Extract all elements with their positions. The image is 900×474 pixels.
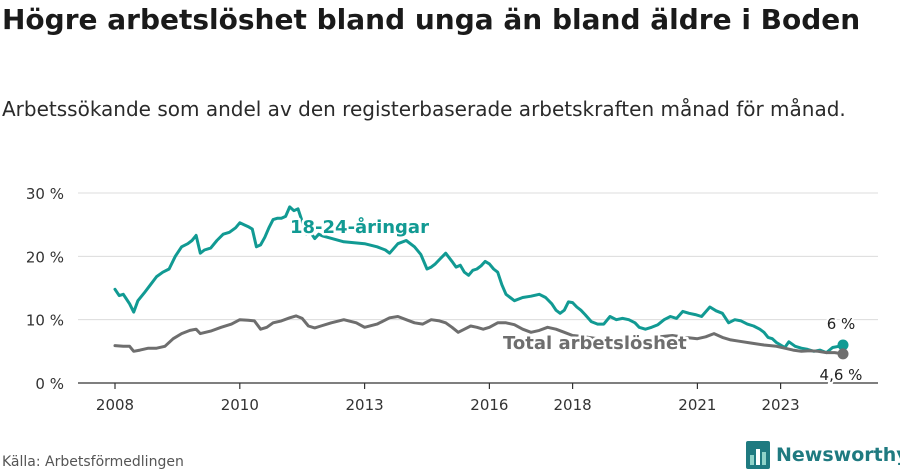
youth-series-line — [113, 205, 845, 355]
source-note: Källa: Arbetsförmedlingen — [2, 454, 184, 470]
total-end-point — [837, 348, 849, 360]
youth-series-label: 18-24-åringar — [290, 216, 429, 238]
x-tick-label: 2018 — [554, 396, 592, 414]
y-tick-label: 30 % — [26, 185, 64, 203]
y-tick-label: 10 % — [26, 312, 64, 330]
x-tick-label: 2010 — [221, 396, 259, 414]
x-tick-label: 2023 — [762, 396, 800, 414]
x-tick-label: 2013 — [346, 396, 384, 414]
brand-name: Newsworthy — [776, 444, 900, 466]
chart-subtitle: Arbetssökande som andel av den registerb… — [2, 97, 846, 121]
total-end-value-label: 4,6 % — [820, 366, 863, 384]
x-tick-label: 2008 — [96, 396, 134, 414]
total-series-line — [113, 314, 845, 356]
y-tick-label: 20 % — [26, 248, 64, 266]
chart-title: Högre arbetslöshet bland unga än bland ä… — [2, 3, 861, 36]
youth-end-value-label: 6 % — [827, 315, 856, 333]
newsworthy-logo-icon — [746, 441, 770, 469]
x-tick-label: 2016 — [470, 396, 508, 414]
total-series-label: Total arbetslöshet — [503, 333, 687, 354]
brand[interactable]: Newsworthy — [746, 440, 900, 470]
youth-end-point — [837, 339, 849, 351]
x-tick-label: 2021 — [678, 396, 716, 414]
y-tick-label: 0 % — [35, 375, 64, 393]
